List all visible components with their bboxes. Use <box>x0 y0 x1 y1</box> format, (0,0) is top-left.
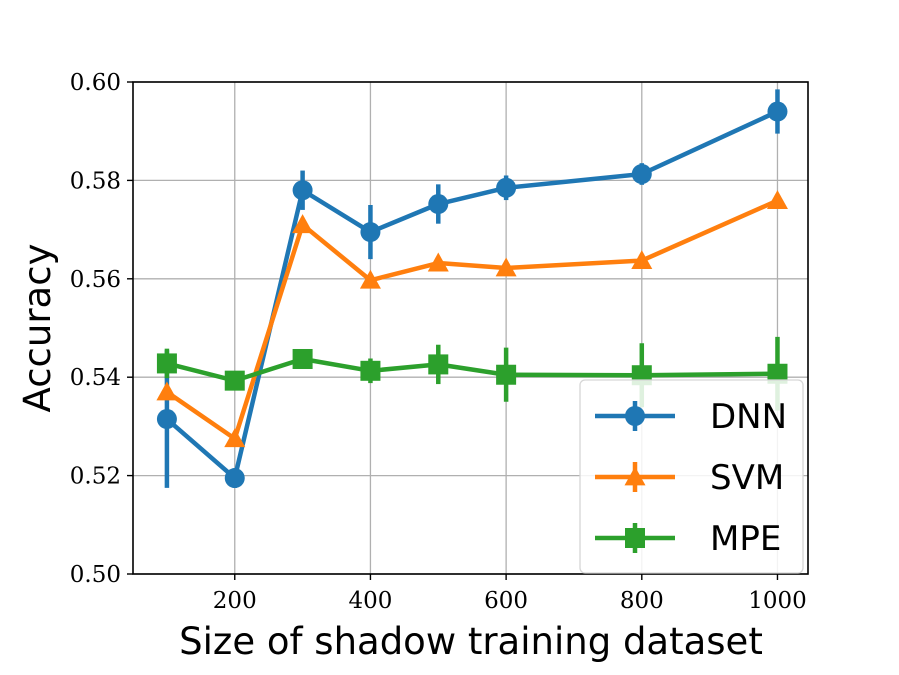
legend-svm-marker <box>624 466 646 486</box>
data-series <box>156 89 788 489</box>
y-tick-label: 0.60 <box>70 70 121 96</box>
x-tick-label: 400 <box>348 588 392 614</box>
svm-line <box>165 198 779 441</box>
svm-point <box>427 252 449 272</box>
y-tick-label: 0.56 <box>70 267 121 293</box>
legend-svm-label: SVM <box>710 458 784 498</box>
dnn-line <box>165 109 779 481</box>
dnn-point <box>631 164 652 185</box>
series-svm <box>156 190 788 448</box>
x-tick-label: 200 <box>213 588 257 614</box>
dnn-point <box>360 222 381 243</box>
y-tick-label: 0.54 <box>70 365 121 391</box>
x-tick-label: 1000 <box>748 588 807 614</box>
svm-point <box>631 250 653 269</box>
legend-dnn-marker <box>625 406 645 426</box>
legend-dnn-label: DNN <box>710 397 787 437</box>
y-tick-label: 0.58 <box>70 168 121 194</box>
mpe-point <box>767 363 788 384</box>
dnn-point <box>156 409 177 430</box>
svm-point <box>292 214 314 234</box>
axis-ticks: 200 400 600 800 1000 0.50 0.52 0.54 0.56 0.58 0.60 <box>70 70 807 614</box>
svm-point <box>766 190 788 209</box>
mpe-point <box>292 348 313 369</box>
mpe-point <box>224 370 245 391</box>
dnn-point <box>224 468 245 489</box>
mpe-point <box>428 354 449 375</box>
series-dnn <box>156 89 788 489</box>
legend-mpe-label: MPE <box>710 519 781 559</box>
legend: DNN SVM MPE <box>579 379 804 574</box>
y-tick-label: 0.52 <box>70 464 121 490</box>
mpe-point <box>496 364 517 385</box>
dnn-point <box>428 194 449 215</box>
x-axis-label: Size of shadow training dataset <box>179 620 763 663</box>
x-tick-label: 800 <box>620 588 664 614</box>
y-axis-label: Accuracy <box>16 244 59 413</box>
svm-point <box>495 257 517 277</box>
svm-point <box>156 381 178 401</box>
legend-mpe-marker <box>625 528 645 548</box>
x-tick-label: 600 <box>484 588 528 614</box>
dnn-point <box>496 177 517 198</box>
mpe-point <box>156 353 177 374</box>
y-tick-label: 0.50 <box>70 562 121 588</box>
dnn-point <box>767 101 788 122</box>
svm-point <box>359 269 381 289</box>
plot-frame <box>132 81 809 575</box>
mpe-point <box>360 360 381 381</box>
mpe-line <box>166 356 778 383</box>
svm-point <box>224 428 246 448</box>
dnn-point <box>292 180 313 201</box>
